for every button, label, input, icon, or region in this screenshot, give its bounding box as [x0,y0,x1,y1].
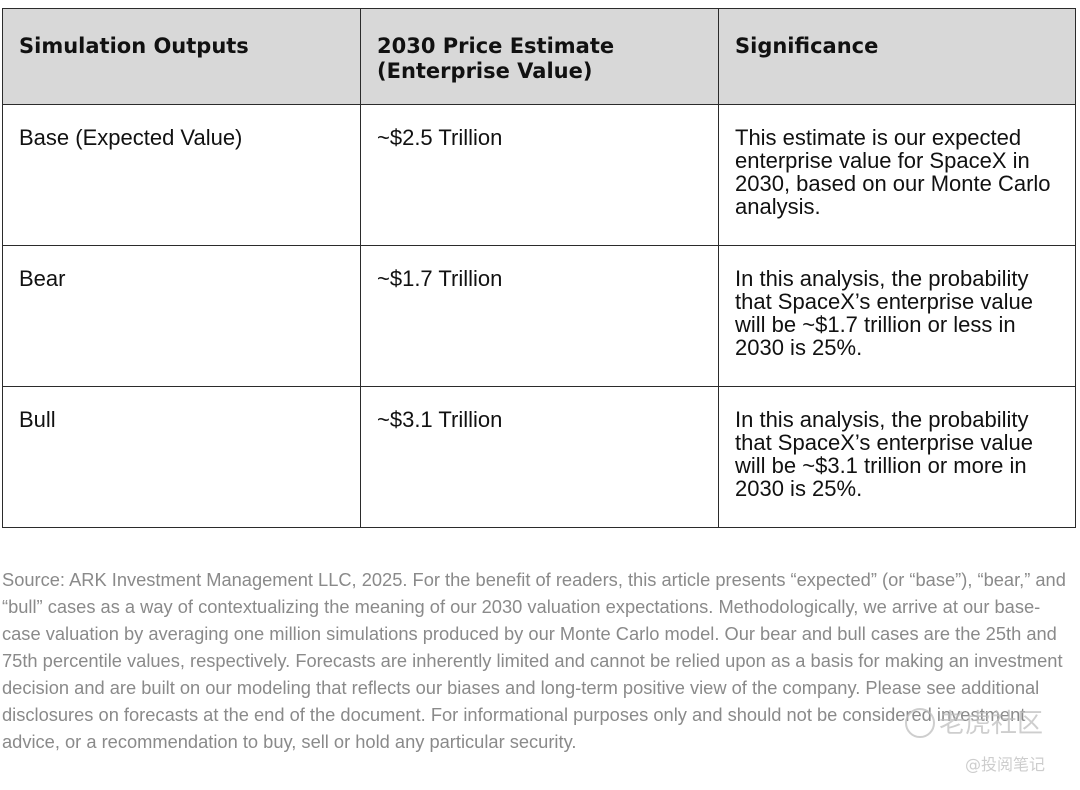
cell-estimate: ~$2.5 Trillion [360,104,719,246]
watermark-brand: 老虎社区 [905,707,1044,740]
cell-significance: In this analysis, the probability that S… [718,386,1076,528]
cell-estimate: ~$1.7 Trillion [360,245,719,387]
tiger-logo-icon [905,707,935,738]
table-header-row: Simulation Outputs 2030 Price Estimate (… [2,8,1076,105]
header-simulation-outputs: Simulation Outputs [2,8,361,105]
header-price-estimate-text: 2030 Price Estimate (Enterprise Value) [377,34,615,83]
header-price-estimate: 2030 Price Estimate (Enterprise Value) [360,8,719,105]
cell-estimate: ~$3.1 Trillion [360,386,719,528]
cell-significance: In this analysis, the probability that S… [718,245,1076,387]
table-row-base: Base (Expected Value) ~$2.5 Trillion Thi… [2,104,1076,246]
table-row-bear: Bear ~$1.7 Trillion In this analysis, th… [2,245,1076,387]
header-significance: Significance [718,8,1076,105]
watermark-brand-text: 老虎社区 [939,709,1044,739]
watermark-handle: @投阅笔记 [965,755,1046,774]
cell-case: Bull [2,386,361,528]
source-footnote: Source: ARK Investment Management LLC, 2… [2,569,1066,752]
valuation-table: Simulation Outputs 2030 Price Estimate (… [2,8,1076,528]
table-row-bull: Bull ~$3.1 Trillion In this analysis, th… [2,386,1076,528]
cell-case: Base (Expected Value) [2,104,361,246]
cell-case: Bear [2,245,361,387]
cell-significance: This estimate is our expected enterprise… [718,104,1076,246]
